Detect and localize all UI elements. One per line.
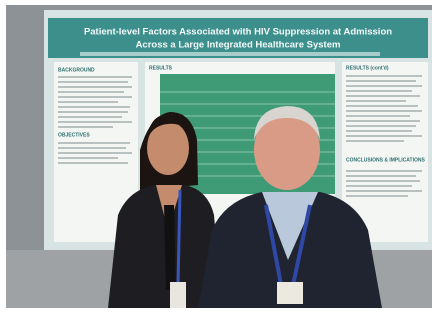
section-heading: OBJECTIVES bbox=[58, 132, 90, 138]
section-heading: CONCLUSIONS & IMPLICATIONS bbox=[346, 157, 425, 163]
poster-title: Across a Large Integrated Healthcare Sys… bbox=[136, 40, 341, 51]
section-heading: RESULTS bbox=[149, 65, 173, 71]
photo: Patient-level Factors Associated with HI… bbox=[0, 0, 437, 313]
section-heading: RESULTS (cont'd) bbox=[346, 65, 389, 71]
poster-authors bbox=[80, 52, 380, 56]
poster-title: Patient-level Factors Associated with HI… bbox=[84, 27, 392, 38]
section-heading: BACKGROUND bbox=[58, 67, 95, 73]
